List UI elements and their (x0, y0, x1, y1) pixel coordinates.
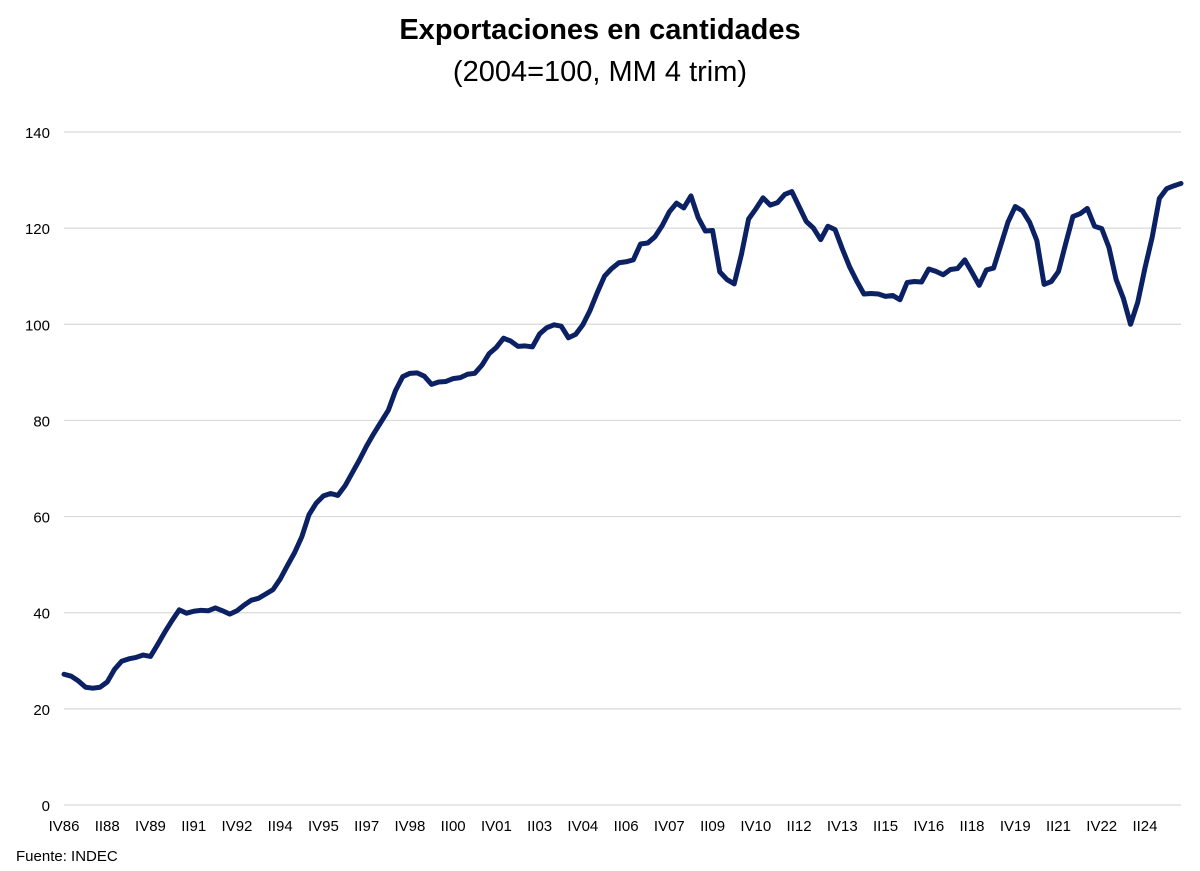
chart-subtitle: (2004=100, MM 4 trim) (452, 56, 748, 88)
x-tick-label: IV07 (654, 818, 685, 835)
x-tick-label: II15 (873, 818, 898, 835)
x-tick-label: IV95 (308, 818, 339, 835)
x-tick-label: IV22 (1086, 818, 1117, 835)
y-tick-label: 140 (25, 125, 50, 142)
y-tick-label: 60 (33, 510, 50, 527)
series-line (61, 180, 1184, 691)
x-tick-label: II24 (1132, 818, 1157, 835)
x-tick-label: II88 (95, 818, 120, 835)
x-tick-label: II06 (614, 818, 639, 835)
series-layer (61, 180, 1184, 691)
x-tick-label: IV92 (222, 818, 253, 835)
gridlines (64, 131, 1181, 806)
x-tick-label: II21 (1046, 818, 1071, 835)
x-tick-label: IV01 (481, 818, 512, 835)
y-tick-label: 80 (33, 413, 50, 430)
x-tick-label: IV98 (394, 818, 425, 835)
x-tick-label: IV89 (135, 818, 166, 835)
y-tick-label: 120 (25, 221, 50, 238)
x-tick-label: II18 (959, 818, 984, 835)
x-tick-label: II91 (181, 818, 206, 835)
y-axis-tick-labels: 0 20 40 60 80 100 120 140 (25, 125, 50, 815)
x-tick-label: IV86 (49, 818, 80, 835)
y-tick-label: 40 (33, 606, 50, 623)
x-tick-label: IV04 (567, 818, 598, 835)
x-tick-label: II94 (268, 818, 293, 835)
y-tick-label: 20 (33, 702, 50, 719)
x-axis-tick-labels: IV86 II88 IV89 II91 IV92 II94 IV95 II97 IV98 II00… (49, 818, 1158, 835)
x-tick-label: IV13 (827, 818, 858, 835)
y-tick-label: 100 (25, 317, 50, 334)
x-tick-label: II09 (700, 818, 725, 835)
x-tick-label: II00 (441, 818, 466, 835)
x-tick-label: IV19 (1000, 818, 1031, 835)
x-tick-label: IV10 (740, 818, 771, 835)
source-note: Fuente: INDEC (16, 848, 118, 865)
y-tick-label: 0 (42, 798, 50, 815)
x-tick-label: IV16 (913, 818, 944, 835)
x-tick-label: II97 (354, 818, 379, 835)
x-tick-label: II12 (787, 818, 812, 835)
chart-title: Exportaciones en cantidades (399, 14, 801, 46)
x-tick-label: II03 (527, 818, 552, 835)
